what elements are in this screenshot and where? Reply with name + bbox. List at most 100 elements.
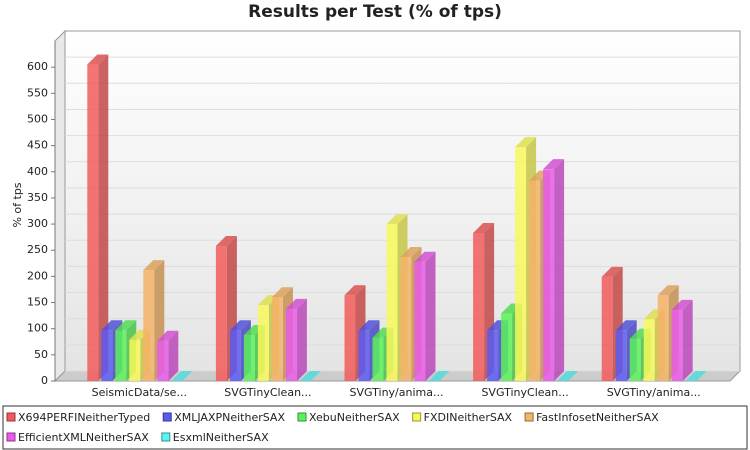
- bar-front: [271, 297, 283, 381]
- bar-top: [285, 298, 307, 309]
- legend-label: FXDINeitherSAX: [424, 411, 513, 424]
- bar-front: [87, 64, 99, 382]
- legend-swatch: [6, 412, 16, 422]
- bar-front: [473, 232, 485, 381]
- legend-label: XMLJAXPNeitherSAX: [174, 411, 285, 424]
- legend-label: FastInfosetNeitherSAX: [536, 411, 659, 424]
- bar-top: [601, 266, 623, 277]
- bar-top: [143, 260, 165, 271]
- bar-side: [554, 159, 565, 381]
- x-tick-label: SeismicData/se...: [92, 386, 187, 399]
- bar-top: [271, 287, 293, 298]
- bar-side: [425, 251, 436, 381]
- y-axis-label: % of tps: [11, 182, 24, 227]
- bar-top: [557, 371, 579, 381]
- bar-top: [414, 251, 436, 262]
- legend: [2, 405, 748, 450]
- x-tick-label: SVGTinyClean...: [481, 386, 568, 399]
- bar-top: [671, 299, 693, 310]
- bar-top: [215, 236, 237, 247]
- bar-front: [243, 334, 255, 381]
- y-tick-label: 150: [27, 296, 48, 309]
- bar-top: [615, 320, 637, 331]
- legend-swatch: [297, 412, 307, 422]
- legend-label: EfficientXMLNeitherSAX: [18, 431, 149, 444]
- legend-swatch: [162, 412, 172, 422]
- bar: [685, 371, 707, 381]
- bar-front: [143, 270, 155, 381]
- legend-swatch: [161, 432, 171, 442]
- bar-top: [685, 371, 707, 381]
- bar-top: [358, 320, 380, 331]
- bar-front: [115, 330, 127, 381]
- bar-front: [386, 224, 398, 381]
- bar-top: [386, 214, 408, 225]
- bar: [428, 371, 450, 381]
- bar-side: [682, 299, 693, 381]
- legend-swatch: [412, 412, 422, 422]
- bar: [414, 251, 436, 381]
- bar-front: [601, 276, 613, 381]
- x-tick-label: SVGTiny/anima...: [607, 386, 701, 399]
- y-tick-label: 300: [27, 217, 48, 230]
- x-tick-label: SVGTinyClean...: [224, 386, 311, 399]
- bar: [285, 298, 307, 381]
- y-tick-label: 600: [27, 60, 48, 73]
- bar-top: [515, 137, 537, 148]
- bar-top: [171, 371, 193, 381]
- y-tick-label: 400: [27, 165, 48, 178]
- y-tick-label: 0: [41, 374, 48, 387]
- bar-front: [487, 330, 499, 381]
- bar: [543, 159, 565, 381]
- bar-side: [168, 330, 179, 381]
- chart-title: Results per Test (% of tps): [248, 2, 502, 22]
- bar-side: [296, 298, 307, 381]
- bar-front: [543, 169, 555, 381]
- bar-front: [215, 246, 227, 381]
- bar-top: [229, 320, 251, 331]
- bar-front: [414, 261, 426, 381]
- bar-top: [543, 159, 565, 170]
- bar-front: [285, 308, 297, 381]
- bar-top: [299, 371, 321, 381]
- bar-front: [157, 340, 169, 381]
- bar-front: [529, 180, 541, 381]
- y-tick-label: 250: [27, 243, 48, 256]
- bar: [671, 299, 693, 381]
- bar-front: [257, 305, 269, 381]
- bar-front: [372, 337, 384, 381]
- legend-label: X694PERFINeitherTyped: [18, 411, 150, 424]
- bar-top: [87, 54, 109, 65]
- bar-front: [358, 330, 370, 381]
- legend-swatch: [524, 412, 534, 422]
- y-tick-label: 200: [27, 269, 48, 282]
- bar-top: [428, 371, 450, 381]
- bar-front: [643, 319, 655, 381]
- bar-top: [657, 285, 679, 296]
- bar-top: [157, 330, 179, 341]
- legend-swatch: [6, 432, 16, 442]
- bar-top: [473, 222, 495, 233]
- bar: [87, 54, 109, 382]
- y-tick-label: 500: [27, 112, 48, 125]
- bar-front: [344, 295, 356, 381]
- bar-front: [501, 313, 513, 381]
- bar-front: [629, 338, 641, 381]
- bar-front: [515, 147, 527, 381]
- bar-front: [657, 295, 669, 381]
- y-tick-label: 100: [27, 322, 48, 335]
- bar-front: [400, 257, 412, 381]
- bar-top: [115, 320, 137, 331]
- bar-front: [615, 330, 627, 381]
- bar-side: [98, 54, 109, 382]
- bar-front: [671, 309, 683, 381]
- y-tick-label: 50: [34, 348, 48, 361]
- bar: [157, 330, 179, 381]
- bar-top: [101, 320, 123, 331]
- legend-label: XebuNeitherSAX: [309, 411, 400, 424]
- bar: [171, 371, 193, 381]
- bar: [299, 371, 321, 381]
- side-wall: [54, 29, 66, 383]
